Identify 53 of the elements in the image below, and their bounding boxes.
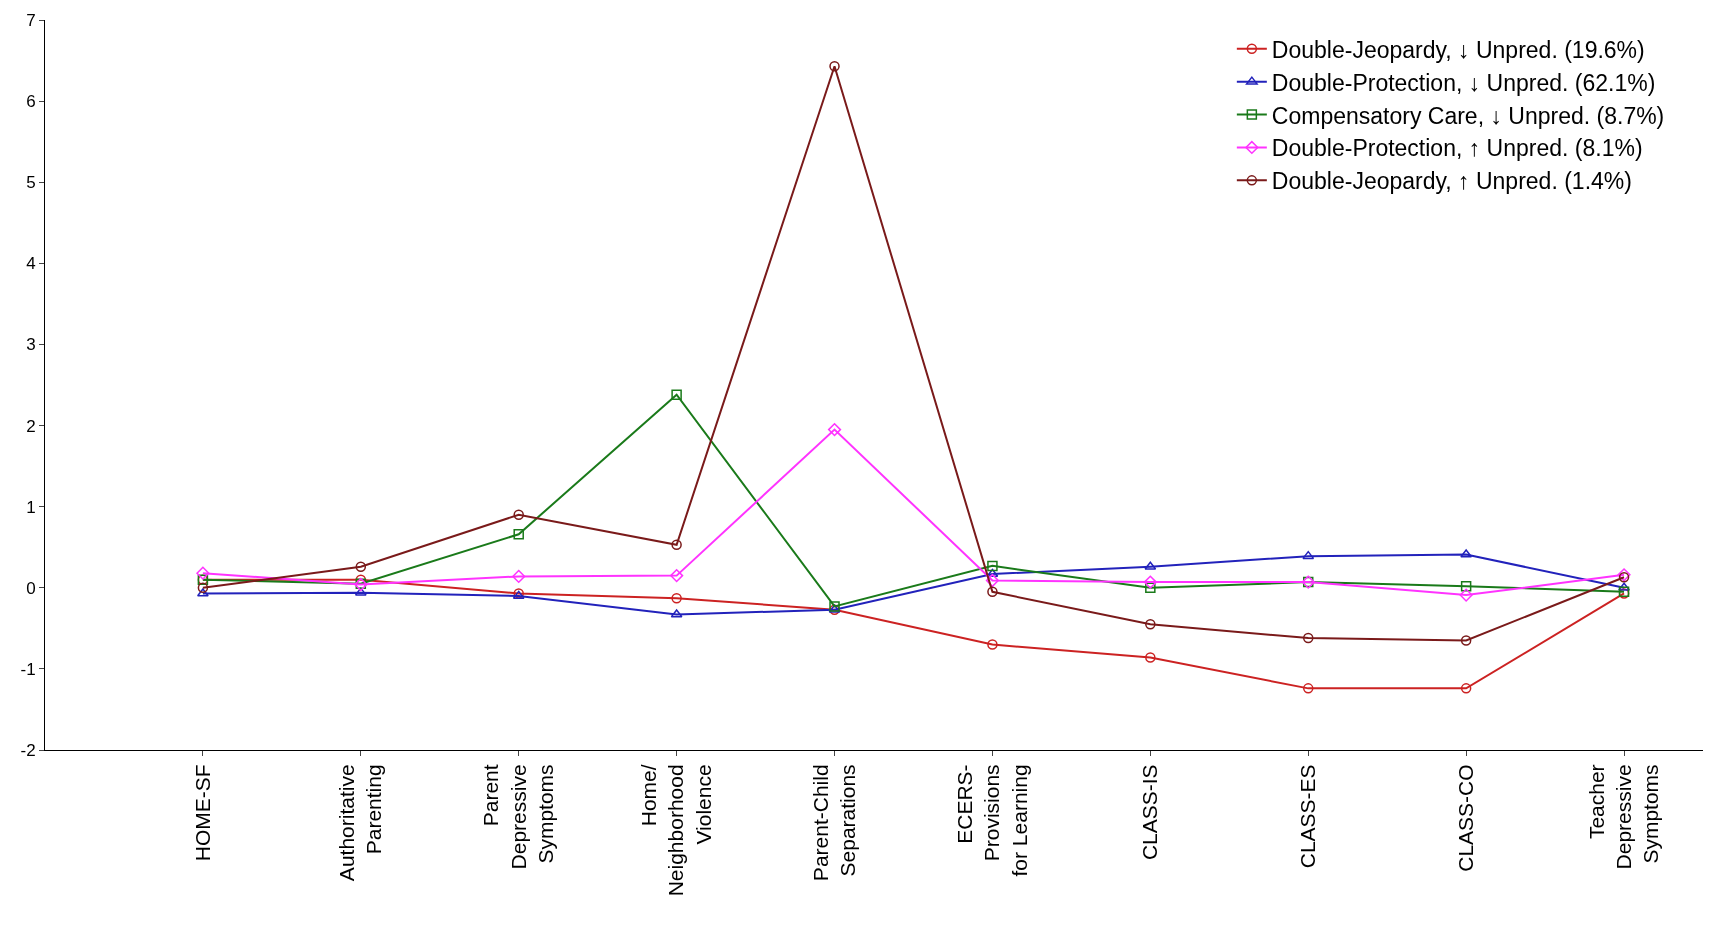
point: [513, 509, 524, 521]
point: [1460, 683, 1472, 694]
y-tick-label: 7: [26, 10, 36, 30]
point: [985, 573, 1000, 588]
point: [987, 586, 998, 598]
y-tick-label: 2: [26, 416, 36, 436]
legend-label: Compensatory Care, ↓ Unpred. (8.7%): [1271, 102, 1665, 129]
y-tick-label: 6: [26, 92, 36, 112]
point: [1302, 550, 1315, 560]
y-tick-label: 0: [26, 578, 36, 598]
legend-label: Double-Protection, ↑ Unpred. (8.1%): [1271, 135, 1643, 162]
point: [670, 569, 684, 583]
y-tick-label: -1: [20, 659, 36, 679]
legend-label: Double-Protection, ↓ Unpred. (62.1%): [1271, 69, 1656, 96]
x-tick-label: CLASS-ES: [1296, 764, 1320, 869]
x-tick-label: CLASS-IS: [1138, 764, 1162, 861]
x-tick-label: Parent Depressive Symptoms: [479, 764, 557, 870]
legend-label: Double-Jeopardy, ↓ Unpred. (19.6%): [1271, 36, 1645, 63]
point: [513, 528, 524, 540]
point: [1145, 652, 1156, 663]
y-tick-label: 4: [26, 254, 36, 274]
y-tick-label: 3: [26, 335, 36, 355]
point: [671, 593, 682, 604]
x-tick-label: ECERS- Provisions for Learning: [952, 764, 1031, 877]
x-tick-label: Teacher Depressive Symptoms: [1584, 764, 1663, 870]
y-tick-label: -2: [20, 740, 36, 760]
point: [1460, 580, 1472, 592]
point: [196, 566, 210, 580]
point: [1618, 582, 1630, 591]
point: [1145, 619, 1156, 630]
point: [671, 389, 682, 400]
point: [197, 582, 209, 594]
x-tick-label: HOME-SF: [190, 764, 214, 862]
point: [1145, 582, 1156, 594]
point: [1459, 588, 1473, 602]
point: [355, 561, 367, 572]
point: [987, 639, 998, 650]
x-tick-label: Home/ Neighborhood Violence: [637, 764, 715, 897]
point: [671, 539, 682, 551]
x-tick-label: CLASS-CO: [1453, 764, 1477, 872]
point: [512, 569, 526, 584]
legend-label: Double-Jeopardy, ↑ Unpred. (1.4%): [1271, 168, 1632, 195]
x-tick-label: Parent-Child Separations: [808, 764, 859, 882]
point: [1460, 635, 1472, 646]
point: [827, 423, 842, 437]
point: [829, 60, 840, 72]
y-tick-label: 1: [26, 497, 36, 517]
y-tick-label: 5: [26, 173, 36, 193]
point: [987, 560, 998, 572]
x-tick-label: Authoritative Parenting: [334, 764, 386, 882]
point: [1302, 683, 1314, 694]
point: [1302, 632, 1314, 644]
point: [1143, 575, 1157, 589]
